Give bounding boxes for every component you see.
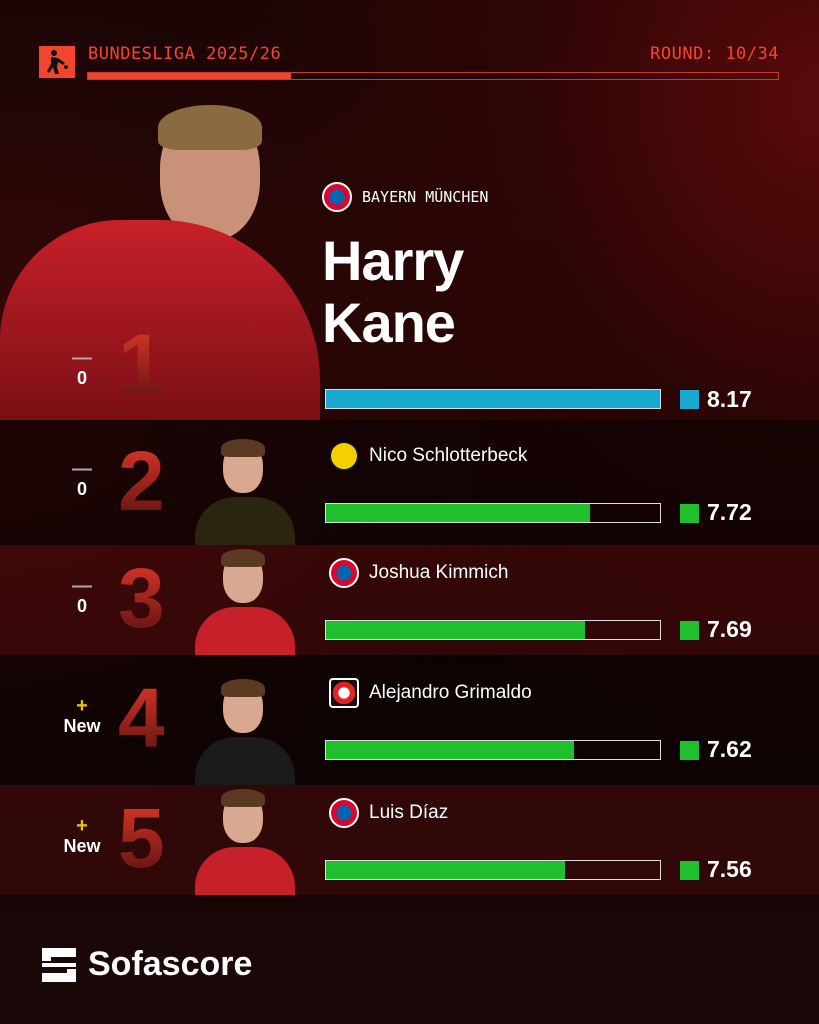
rank-change-3: —0 (72, 575, 92, 616)
featured-team: BAYERN MÜNCHEN (322, 182, 488, 212)
rank-change-4: + New (63, 695, 101, 736)
rating-bar-4 (325, 740, 661, 760)
rating-value-4: 7.62 (707, 736, 752, 762)
rating-bar-1 (325, 389, 661, 409)
rating-color-3 (680, 621, 699, 640)
player-photo-harry-kane (0, 100, 320, 420)
bayern-crest-icon (329, 798, 359, 828)
leverkusen-crest-icon (329, 678, 359, 708)
header: BUNDESLIGA 2025/26 ROUND: 10/34 (39, 44, 779, 82)
rating-value-3: 7.69 (707, 616, 752, 642)
rating-color-1 (680, 390, 699, 409)
rating-color-2 (680, 503, 699, 523)
rating-value-1: 8.17 (707, 386, 752, 412)
player-photo (190, 675, 300, 785)
sofascore-logo-icon (42, 947, 76, 982)
player-photo (190, 545, 300, 655)
player-name: Luis Díaz (369, 802, 449, 823)
rank-row-5: + New 5 Luis Díaz 7.56 (0, 785, 819, 895)
player-name-row: Luis Díaz (329, 798, 448, 828)
bayern-crest-icon (322, 182, 352, 212)
bundesliga-logo-icon (39, 46, 75, 78)
rating-bar-5 (325, 860, 661, 880)
rating-bar-3 (325, 620, 661, 640)
rank-number-2: 2 (118, 433, 165, 528)
round-progress-bar (87, 72, 779, 80)
player-name: Joshua Kimmich (369, 562, 509, 583)
rating-color-5 (680, 861, 699, 880)
rank-row-4: + New 4 Alejandro Grimaldo 7.62 (0, 655, 819, 785)
rank-change-2: —0 (72, 457, 92, 499)
rank-change-5: + New (63, 815, 101, 856)
rating-color-4 (680, 741, 699, 760)
player-name-row: Joshua Kimmich (329, 558, 508, 588)
rank-row-2: —0 2 Nico Schlotterbeck 7.72 (0, 420, 819, 545)
rank-number-5: 5 (118, 791, 165, 885)
sofascore-brand: Sofascore (40, 945, 252, 984)
featured-player-name: Harry Kane (322, 229, 464, 354)
player-name: Nico Schlotterbeck (369, 444, 528, 466)
rank-number-4: 4 (118, 671, 165, 765)
rating-value-5: 7.56 (707, 856, 752, 882)
player-name-row: Alejandro Grimaldo (329, 678, 532, 708)
rating-bar-2 (325, 502, 661, 523)
rating-value-2: 7.72 (707, 498, 752, 525)
bayern-crest-icon (329, 558, 359, 588)
bvb-crest-icon (329, 440, 359, 471)
league-title: BUNDESLIGA 2025/26 (88, 44, 282, 64)
rank-change-1: —0 (72, 347, 92, 388)
rank-row-1: —0 1 BAYERN MÜNCHEN Harry Kane 8.17 (0, 100, 819, 420)
rank-number-1: 1 (118, 317, 165, 411)
rank-row-3: —0 3 Joshua Kimmich 7.69 (0, 545, 819, 655)
rank-number-3: 3 (118, 551, 165, 645)
player-name: Alejandro Grimaldo (369, 682, 532, 703)
player-name-row: Nico Schlotterbeck (329, 440, 528, 471)
player-photo (190, 435, 300, 545)
player-photo (190, 785, 300, 895)
round-label: ROUND: 10/34 (650, 44, 779, 64)
